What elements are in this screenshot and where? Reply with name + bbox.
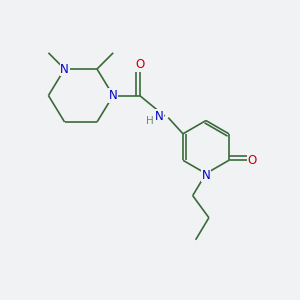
Text: N: N — [60, 62, 69, 76]
Text: N: N — [109, 89, 118, 102]
Text: O: O — [248, 154, 257, 167]
Text: N: N — [202, 169, 210, 182]
Text: O: O — [135, 58, 144, 71]
Text: H: H — [146, 116, 154, 126]
Text: N: N — [155, 110, 164, 123]
